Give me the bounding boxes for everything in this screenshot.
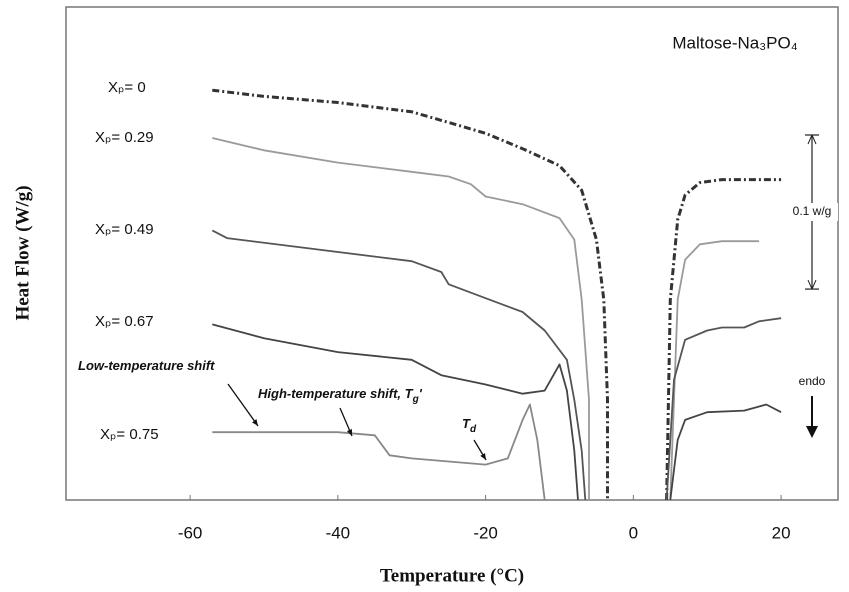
- x-tick-label: -60: [178, 523, 203, 542]
- series-line: [212, 403, 546, 500]
- annotation-arrowhead: [252, 419, 258, 426]
- series-label: Xₚ= 0.49: [95, 221, 154, 238]
- x-tick-label: 20: [772, 523, 791, 542]
- x-tick-label: -20: [473, 523, 498, 542]
- annotation: Low-temperature shift: [78, 358, 215, 373]
- annotation-arrow: [227, 383, 259, 427]
- annotation-symbol: T: [405, 386, 414, 401]
- annotation: High-temperature shift, Tg': [258, 386, 423, 404]
- series-line: [212, 323, 782, 500]
- y-axis-label: Heat Flow (W/g): [12, 185, 33, 320]
- annotation-text: Low-temperature shift: [78, 358, 215, 373]
- annotation: Td: [462, 416, 477, 434]
- scale-bar-label: 0.1 w/g: [793, 204, 832, 218]
- annotation-symbol: T: [462, 416, 471, 431]
- annotation-suffix: ': [419, 386, 423, 401]
- series-line: [212, 88, 782, 500]
- x-tick-label: 0: [629, 523, 638, 542]
- scale-bar-head: [807, 134, 817, 290]
- annotation-arrowhead: [346, 429, 352, 436]
- x-axis-label: Temperature (°C): [380, 565, 524, 586]
- series-label: Xₚ= 0.75: [100, 426, 159, 443]
- series-label: Xₚ= 0.67: [95, 313, 154, 330]
- series-label: Xₚ= 0.29: [95, 129, 154, 146]
- plot-frame: [65, 6, 839, 501]
- scale-bar-label-bg: [786, 203, 838, 222]
- x-tick-label: -40: [326, 523, 351, 542]
- annotation-text: High-temperature shift,: [258, 386, 405, 401]
- annotation-arrowhead: [480, 453, 486, 460]
- series-line: [212, 137, 759, 500]
- direction-label: endo: [799, 374, 826, 388]
- plot-area: [211, 88, 782, 500]
- series-line: [211, 229, 782, 500]
- annotation-subscript: d: [470, 424, 477, 435]
- annotation-subscript: g: [412, 394, 419, 405]
- direction-arrowhead: [806, 426, 818, 438]
- series-label: Xₚ= 0: [108, 79, 146, 96]
- chart-title: Maltose-Na₃PO₄: [672, 33, 797, 52]
